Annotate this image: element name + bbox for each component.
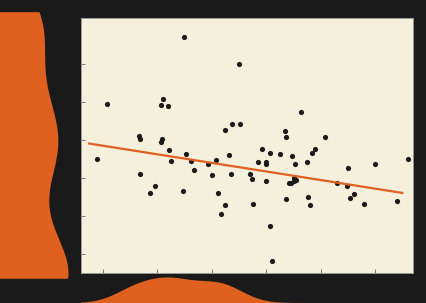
Point (147, 190, 153, 195)
Point (159, 137, 166, 142)
Point (160, 97, 167, 102)
Point (137, 137, 144, 142)
Point (225, 153, 232, 158)
Point (263, 160, 270, 165)
Point (288, 154, 295, 158)
Point (307, 202, 314, 207)
Point (268, 259, 275, 264)
Point (303, 160, 310, 165)
Point (136, 133, 143, 138)
Point (215, 190, 222, 195)
Point (282, 129, 289, 134)
Point (229, 122, 236, 127)
Point (247, 171, 253, 176)
Point (361, 202, 368, 207)
Point (94, 156, 101, 161)
Point (103, 101, 110, 106)
Point (262, 178, 269, 183)
Point (259, 147, 265, 152)
Point (255, 160, 262, 165)
Point (165, 148, 172, 152)
Point (321, 135, 328, 140)
Point (191, 167, 198, 172)
Point (267, 223, 273, 228)
Point (290, 179, 297, 184)
Point (168, 159, 175, 164)
Point (248, 177, 255, 181)
Point (158, 140, 164, 145)
Point (282, 197, 289, 202)
Point (165, 103, 172, 108)
Polygon shape (81, 278, 315, 303)
Point (237, 122, 244, 126)
Point (371, 162, 378, 167)
Point (263, 162, 270, 167)
Point (345, 166, 351, 171)
Point (282, 135, 289, 140)
Point (277, 152, 284, 157)
Point (404, 156, 411, 161)
Point (181, 35, 188, 40)
Point (182, 152, 189, 157)
Point (236, 61, 242, 66)
Point (180, 188, 187, 193)
Point (288, 181, 295, 186)
Point (227, 171, 234, 176)
Point (343, 184, 350, 188)
Point (309, 151, 316, 155)
Point (285, 181, 292, 186)
Point (204, 161, 211, 166)
Point (249, 201, 256, 206)
Point (222, 128, 229, 132)
Point (292, 177, 299, 182)
Point (136, 172, 143, 177)
Point (346, 196, 353, 201)
Point (266, 150, 273, 155)
Point (213, 157, 220, 162)
Polygon shape (0, 12, 69, 279)
Point (351, 192, 357, 197)
Point (394, 198, 400, 203)
Point (304, 195, 311, 199)
Point (152, 184, 159, 188)
Point (188, 159, 195, 164)
Point (291, 175, 298, 180)
Point (312, 147, 319, 152)
Point (208, 172, 215, 177)
Point (297, 110, 304, 115)
Point (222, 202, 229, 207)
Point (217, 211, 224, 216)
Point (291, 161, 298, 166)
Point (158, 102, 165, 107)
Point (334, 181, 341, 186)
